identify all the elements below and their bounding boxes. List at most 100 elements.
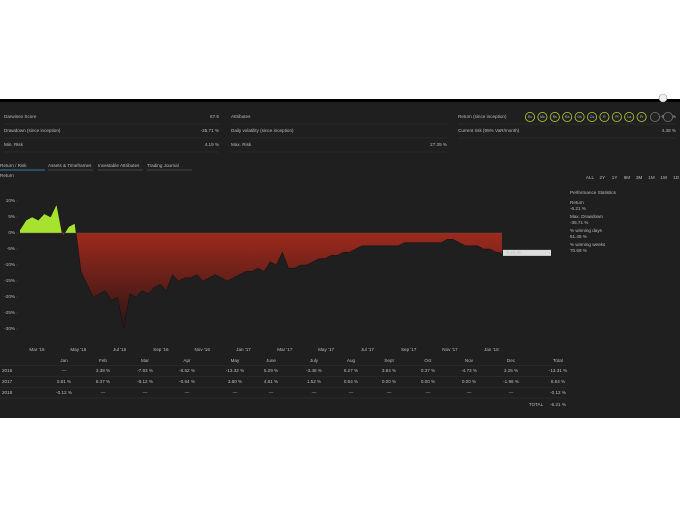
month-return: — xyxy=(467,390,472,395)
month-return: — xyxy=(101,390,106,395)
month-return: -0.64 % xyxy=(179,379,195,384)
badge-label: Mc xyxy=(540,115,545,119)
month-return: — xyxy=(233,390,238,395)
badge-label: Rs xyxy=(553,115,557,119)
column-header: Sept xyxy=(384,358,394,363)
month-return: — xyxy=(426,390,431,395)
tab[interactable]: Trading Journal xyxy=(147,163,179,168)
total-value: -6.21 % xyxy=(550,402,566,407)
month-return: 6.27 % xyxy=(344,368,358,373)
month-return: 1.52 % xyxy=(307,379,321,384)
metric-label: Darwinex Score xyxy=(4,114,37,119)
column-header: Nov xyxy=(465,358,474,363)
last-label: -6.21 % xyxy=(505,250,521,255)
badge-label: Cs xyxy=(590,115,594,119)
month-return: -3.48 % xyxy=(306,368,322,373)
metric-label: Min. Risk xyxy=(4,142,24,147)
range-button[interactable]: 1D xyxy=(673,175,680,180)
column-header: Oct xyxy=(424,358,432,363)
y-tick-label: -15% xyxy=(4,278,15,283)
column-header: June xyxy=(266,358,276,363)
range-button[interactable]: ALL xyxy=(586,175,595,180)
badge-label: R xyxy=(603,115,606,119)
month-return: 5.29 % xyxy=(264,368,278,373)
positive-area xyxy=(20,204,502,233)
month-return: 0.37 % xyxy=(421,368,435,373)
month-return: 0.00 % xyxy=(421,379,435,384)
x-tick-label: Nov '16 xyxy=(194,347,210,352)
metric-label: Max. Risk xyxy=(231,142,252,147)
badge xyxy=(663,112,674,123)
range-button[interactable]: 1W xyxy=(660,175,668,180)
range-button[interactable]: 3M xyxy=(636,175,643,180)
range-button[interactable]: 1M xyxy=(648,175,655,180)
range-button[interactable]: 6M xyxy=(624,175,631,180)
column-header: May xyxy=(231,358,240,363)
stat-value: -6.21 % xyxy=(570,206,586,211)
month-return: 0.00 % xyxy=(382,379,396,384)
badge xyxy=(537,112,548,123)
badge xyxy=(574,112,585,123)
month-return: -7.93 % xyxy=(137,368,153,373)
negative-area xyxy=(20,233,502,329)
month-return: 0.00 % xyxy=(462,379,476,384)
badge xyxy=(525,112,536,123)
month-return: — xyxy=(349,390,354,395)
x-tick-label: Sep '17 xyxy=(401,347,417,352)
column-header: July xyxy=(310,358,319,363)
month-return: — xyxy=(185,390,190,395)
icon xyxy=(658,93,668,103)
badge xyxy=(549,112,560,123)
range-button[interactable]: 1Y xyxy=(612,175,618,180)
y-tick-label: 10% xyxy=(6,198,15,203)
stat-label: % winning days xyxy=(570,228,603,233)
badge-label: Ex xyxy=(528,115,532,119)
month-return: -13.32 % xyxy=(226,368,244,373)
range-button[interactable]: 2Y xyxy=(599,175,605,180)
badge xyxy=(599,112,610,123)
month-return: 3.38 % xyxy=(96,368,110,373)
column-header: Dec xyxy=(507,358,516,363)
month-return: — xyxy=(387,390,392,395)
badge-label: La xyxy=(627,115,631,119)
badge-label: Ra xyxy=(565,115,569,119)
return-line xyxy=(19,203,503,330)
tab[interactable]: Return / Risk xyxy=(0,163,27,168)
stat-value: 70.69 % xyxy=(570,248,587,253)
column-header: Total xyxy=(553,358,563,363)
badge xyxy=(650,112,661,123)
x-tick-label: Jan '18 xyxy=(484,347,499,352)
badge-label: Pf xyxy=(615,115,618,119)
month-return: — xyxy=(143,390,148,395)
month-return: 8.37 % xyxy=(96,379,110,384)
stat-label: Return xyxy=(570,200,584,205)
year-label: 2016 xyxy=(2,368,13,373)
metric-value: -35.71 % xyxy=(201,128,219,133)
year-label: 2018 xyxy=(2,390,13,395)
stat-value: -35.71 % xyxy=(570,220,588,225)
x-tick-label: Sep '16 xyxy=(153,347,169,352)
tab[interactable]: Investable Attributes xyxy=(98,163,140,168)
y-tick-label: 0% xyxy=(8,230,15,235)
y-tick-label: -20% xyxy=(4,294,15,299)
month-return: — xyxy=(509,390,514,395)
month-return: 0.64 % xyxy=(344,379,358,384)
y-axis-label: Return xyxy=(0,173,14,178)
badge xyxy=(624,112,635,123)
month-return: -8.12 % xyxy=(137,379,153,384)
x-tick-label: Jul '17 xyxy=(361,347,375,352)
month-return: 3.25 % xyxy=(504,368,518,373)
stat-value: 51.45 % xyxy=(570,234,587,239)
tab[interactable]: Assets & Timeframes xyxy=(48,163,92,168)
month-return: — xyxy=(62,368,67,373)
badge xyxy=(562,112,573,123)
badge xyxy=(611,112,622,123)
metric-label: Daily volatility (since inception) xyxy=(231,128,294,133)
month-return: — xyxy=(269,390,274,395)
metric-label: Return (since inception) xyxy=(458,114,507,119)
metric-value: 67.6 xyxy=(210,114,219,119)
badge-label: Pr xyxy=(640,115,644,119)
month-return: 0.81 % xyxy=(57,379,71,384)
column-header: Jan xyxy=(60,358,68,363)
